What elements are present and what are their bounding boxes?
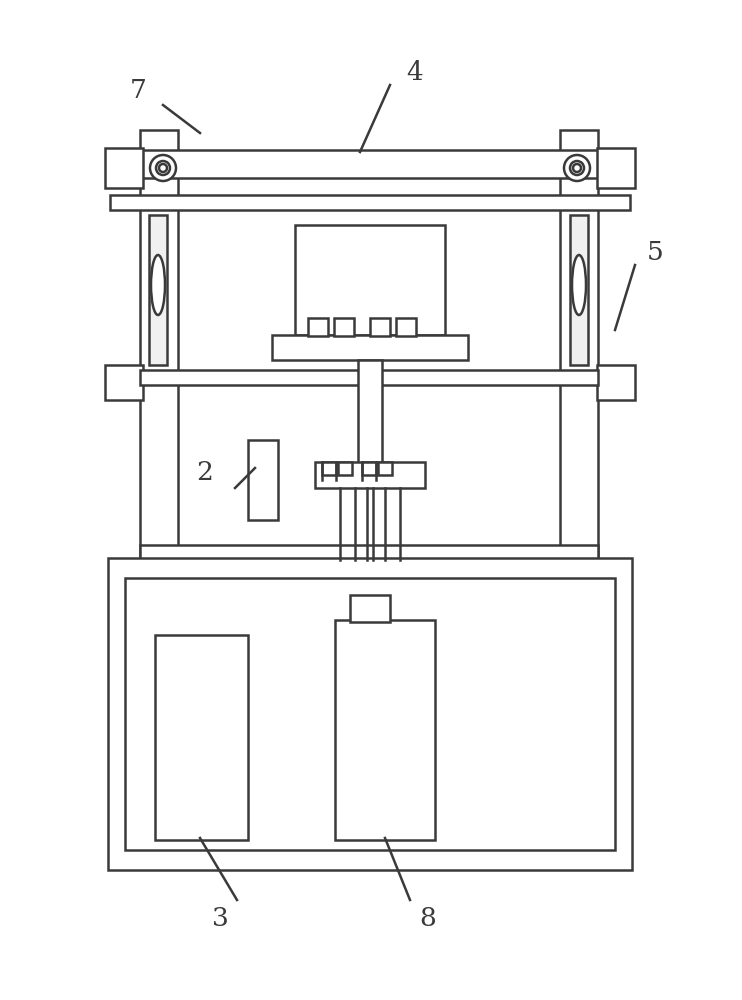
Bar <box>335 620 435 840</box>
Bar <box>125 578 615 850</box>
Bar <box>597 365 635 400</box>
Text: 7: 7 <box>130 78 146 103</box>
Ellipse shape <box>572 255 586 315</box>
Bar <box>110 195 630 210</box>
Bar <box>362 462 376 475</box>
Circle shape <box>150 155 176 181</box>
Circle shape <box>573 164 581 172</box>
Text: 2: 2 <box>197 460 214 485</box>
Bar <box>334 318 354 336</box>
Text: 3: 3 <box>211 906 229 930</box>
Bar <box>272 335 468 360</box>
Bar <box>315 462 425 488</box>
Bar <box>140 130 178 570</box>
Text: 8: 8 <box>420 906 436 930</box>
Bar <box>105 148 143 188</box>
Bar <box>396 318 416 336</box>
Text: 5: 5 <box>646 239 663 264</box>
Ellipse shape <box>151 255 165 315</box>
Bar <box>338 462 352 475</box>
Text: 4: 4 <box>407 60 424 86</box>
Circle shape <box>570 161 584 175</box>
Bar <box>322 462 336 475</box>
Bar <box>140 370 598 385</box>
Bar <box>350 595 390 622</box>
Bar <box>105 365 143 400</box>
Bar <box>378 462 392 475</box>
Bar <box>248 440 278 520</box>
Bar <box>597 148 635 188</box>
Circle shape <box>159 164 167 172</box>
Bar <box>358 360 382 480</box>
Bar <box>295 225 445 335</box>
Circle shape <box>564 155 590 181</box>
Bar <box>308 318 328 336</box>
Bar <box>149 215 167 365</box>
Bar <box>155 635 248 840</box>
Bar <box>560 130 598 570</box>
Bar <box>570 215 588 365</box>
Bar <box>140 545 598 560</box>
Circle shape <box>156 161 170 175</box>
Bar <box>110 150 630 178</box>
Bar <box>370 318 390 336</box>
Bar <box>108 558 632 870</box>
